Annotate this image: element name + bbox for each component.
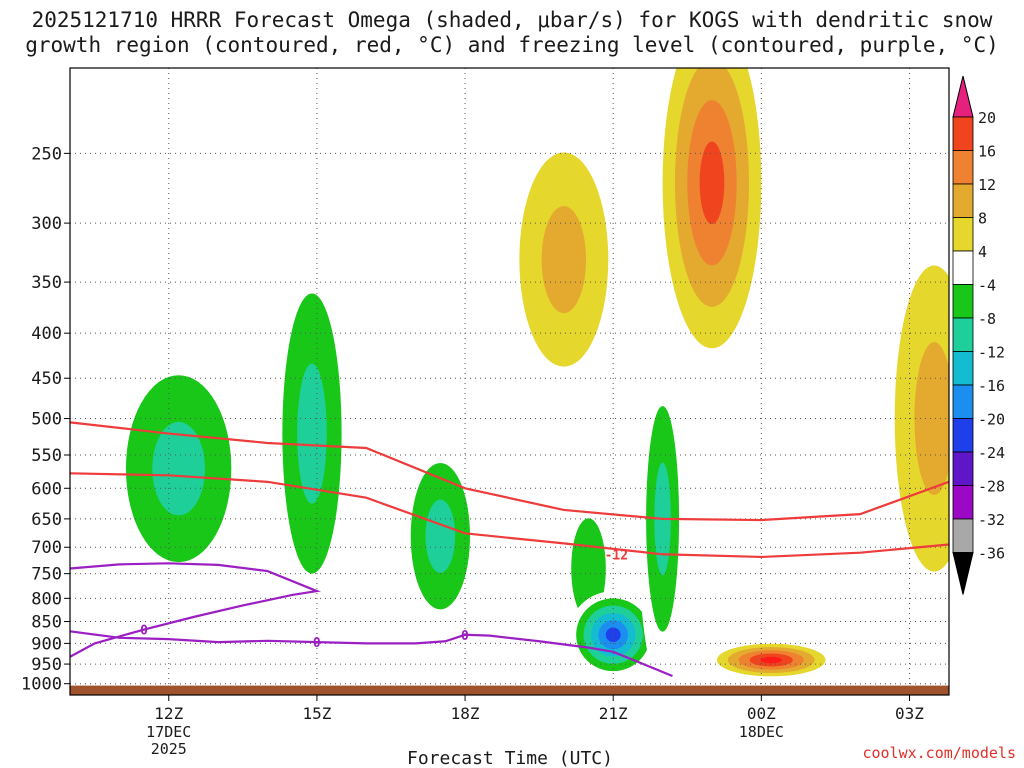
colorbar-label: -16 (978, 377, 1005, 395)
y-tick-label: 900 (31, 634, 62, 654)
freezing-level-label: 0 (313, 636, 321, 651)
x-tick-label: 12Z (154, 704, 183, 723)
x-tick-label: 00Z (747, 704, 776, 723)
colorbar-band (952, 451, 974, 486)
y-tick-label: 800 (31, 589, 62, 609)
freezing-level-line (70, 630, 673, 677)
freezing-level-label: 0 (140, 624, 148, 639)
colorbar-label: -36 (978, 545, 1005, 563)
colorbar-band (952, 150, 974, 185)
colorbar-label: 4 (978, 243, 987, 261)
colorbar-label: -32 (978, 511, 1005, 529)
ground-surface (70, 685, 949, 695)
y-tick-label: 750 (31, 565, 62, 585)
y-tick-label: 500 (31, 410, 62, 430)
colorbar-label: 16 (978, 143, 996, 161)
x-tick-date-label: 17DEC (146, 723, 191, 741)
colorbar-label: -20 (978, 411, 1005, 429)
colorbar-label: -8 (978, 310, 996, 328)
omega-contour-sinking-03z-mid (914, 342, 949, 496)
colorbar-band (952, 351, 974, 386)
dgz-contour-label: -12 (605, 548, 628, 563)
omega-contour-rising-12z (152, 421, 205, 516)
y-tick-label: 550 (31, 446, 62, 466)
omega-contour-sinking-2230z-aloft (699, 141, 725, 225)
chart-title-line-2: growth region (contoured, red, °C) and f… (25, 33, 999, 57)
freezing-level-line (70, 562, 322, 658)
omega-contour-rising-17z (425, 499, 456, 573)
y-tick-label: 700 (31, 538, 62, 558)
chart-title-line-1: 2025121710 HRRR Forecast Omega (shaded, … (31, 8, 993, 32)
omega-contour-rising-21z-core (605, 627, 621, 643)
y-tick-label: 850 (31, 613, 62, 633)
y-tick-label: 450 (31, 369, 62, 389)
x-tick-label: 15Z (302, 704, 331, 723)
colorbar-label: -12 (978, 344, 1005, 362)
colorbar-band (952, 183, 974, 218)
x-tick-label: 03Z (895, 704, 924, 723)
x-tick-date-label: 18DEC (739, 723, 784, 741)
colorbar-label: 20 (978, 109, 996, 127)
colorbar-label: -24 (978, 444, 1005, 462)
colorbar-top-arrow (952, 75, 974, 118)
colorbar-band (952, 485, 974, 520)
colorbar-band (952, 518, 974, 553)
x-tick-date-label: 2025 (151, 740, 187, 758)
freezing-level-label: 0 (461, 629, 469, 644)
y-tick-label: 1000 (21, 675, 62, 695)
x-axis-title: Forecast Time (UTC) (407, 748, 613, 768)
y-tick-label: 400 (31, 324, 62, 344)
y-tick-label: 250 (31, 144, 62, 164)
colorbar-band (952, 418, 974, 453)
credit-text: coolwx.com/models (862, 744, 1016, 762)
colorbar-band (952, 116, 974, 151)
colorbar-label: 8 (978, 210, 987, 228)
omega-contour-sinking-00z-low (760, 656, 783, 664)
colorbar-label: 12 (978, 176, 996, 194)
colorbar-band (952, 317, 974, 352)
colorbar-band (952, 217, 974, 252)
dgz-contour-line (70, 472, 949, 559)
x-tick-label: 18Z (451, 704, 480, 723)
y-tick-label: 950 (31, 655, 62, 675)
y-tick-label: 300 (31, 214, 62, 234)
plot-frame (69, 67, 950, 696)
omega-contour-sinking-1930z-aloft (541, 206, 587, 314)
omega-contour-rising-20z (571, 518, 606, 619)
colorbar-label: -4 (978, 277, 996, 295)
y-tick-label: 350 (31, 273, 62, 293)
dgz-contour-line (70, 421, 949, 522)
omega-contour-rising-1430z (297, 363, 327, 504)
colorbar-band (952, 384, 974, 419)
colorbar-band (952, 250, 974, 285)
y-tick-label: 650 (31, 510, 62, 530)
y-tick-label: 600 (31, 479, 62, 499)
colorbar-bottom-arrow (952, 552, 974, 595)
colorbar-band (952, 284, 974, 319)
colorbar-label: -28 (978, 478, 1005, 496)
x-tick-label: 21Z (599, 704, 628, 723)
